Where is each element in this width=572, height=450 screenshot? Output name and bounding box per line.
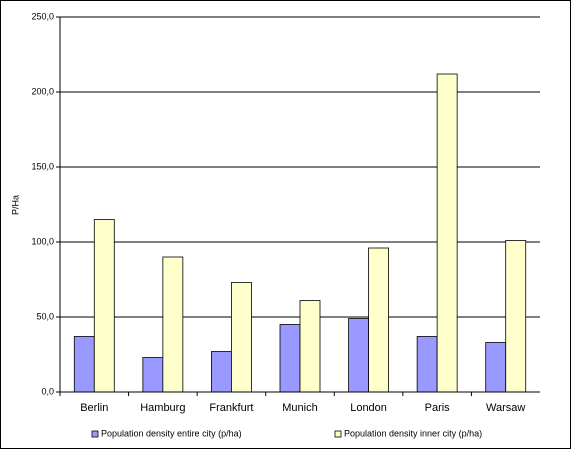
x-tick-label: Munich [282, 402, 317, 414]
x-tick-label: Paris [425, 402, 451, 414]
bar [505, 240, 527, 393]
bar [368, 247, 389, 393]
x-tick-label: Warsaw [486, 402, 525, 414]
legend-swatch [334, 430, 342, 438]
x-tick-label: Frankfurt [209, 402, 253, 414]
bar [93, 219, 115, 393]
bar [279, 324, 301, 393]
bar [436, 73, 458, 393]
legend-label: Population density inner city (p/ha) [344, 428, 482, 438]
bar [299, 300, 321, 393]
legend-label: Population density entire city (p/ha) [101, 428, 242, 438]
y-tick-label: 0,0 [41, 386, 54, 396]
bar [162, 256, 184, 393]
x-tick-label: Hamburg [140, 402, 185, 414]
bar [211, 351, 232, 393]
y-tick-label: 150,0 [31, 161, 54, 171]
x-tick-label: London [350, 402, 387, 414]
bar [142, 357, 164, 393]
y-tick-label: 200,0 [31, 86, 54, 96]
y-tick-label: 100,0 [31, 236, 54, 246]
bar [416, 336, 438, 393]
bar [231, 282, 252, 393]
legend-swatch [91, 430, 99, 438]
bar [485, 342, 507, 393]
bar [348, 318, 369, 393]
y-tick-label: 250,0 [31, 11, 54, 21]
y-tick-label: 50,0 [36, 311, 54, 321]
bar [73, 336, 95, 393]
x-tick-label: Berlin [80, 402, 108, 414]
y-axis-label: P/Ha [10, 195, 20, 215]
